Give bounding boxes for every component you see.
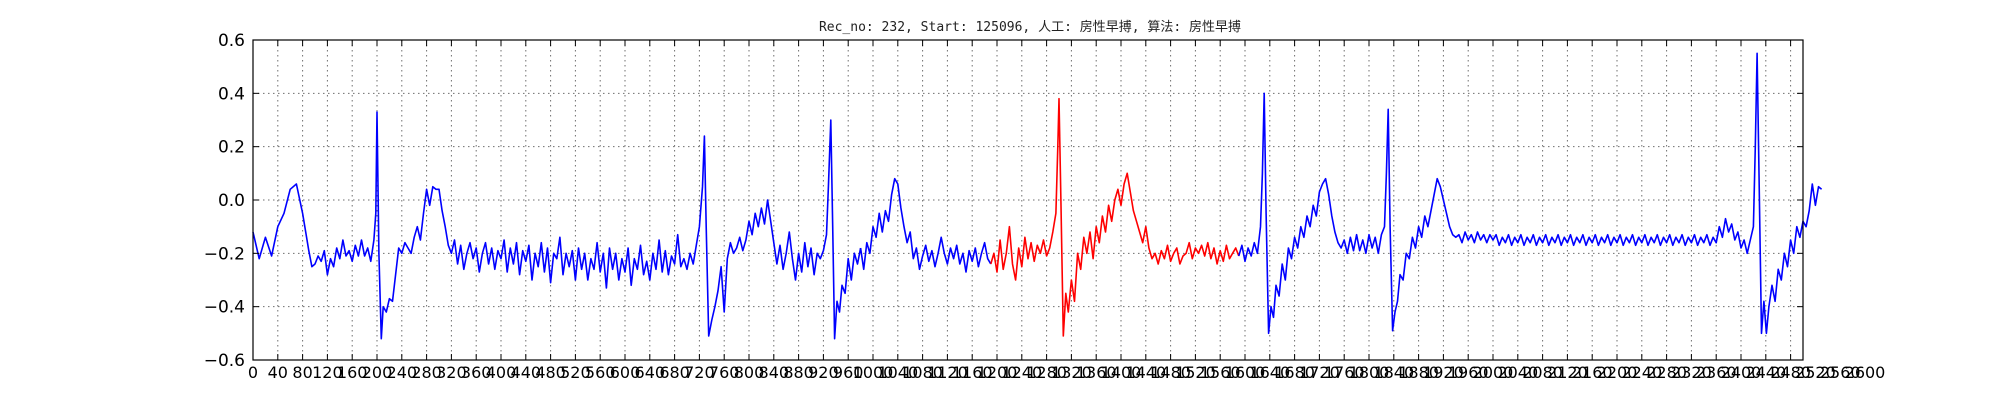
x-tick-label-30: 1200 <box>977 363 1018 382</box>
x-tick-label-46: 1840 <box>1373 363 1414 382</box>
x-tick-label-61: 2440 <box>1745 363 1786 382</box>
series-line-1 <box>859 177 992 273</box>
x-tick-label-36: 1440 <box>1125 363 1166 382</box>
x-tick-label-64: 2560 <box>1820 363 1861 382</box>
x-tick-label-29: 1160 <box>952 363 993 382</box>
x-tick-label-62: 2480 <box>1770 363 1811 382</box>
x-tick-label-0: 0 <box>248 363 258 382</box>
x-tick-label-12: 480 <box>535 363 566 382</box>
x-tick-label-31: 1240 <box>1001 363 1042 382</box>
x-tick-label-58: 2320 <box>1671 363 1712 382</box>
x-tick-label-42: 1680 <box>1274 363 1315 382</box>
y-tick-label-1: −0.4 <box>204 298 245 318</box>
y-axis-ticks: −0.6 −0.4 −0.2 0.0 0.2 0.4 0.6 <box>204 31 1803 371</box>
x-tick-label-65: 2600 <box>1845 363 1886 382</box>
x-tick-label-38: 1520 <box>1175 363 1216 382</box>
x-tick-label-20: 800 <box>734 363 765 382</box>
x-tick-label-60: 2400 <box>1721 363 1762 382</box>
x-tick-label-15: 600 <box>610 363 641 382</box>
x-tick-label-28: 1120 <box>927 363 968 382</box>
x-tick-label-33: 1320 <box>1051 363 1092 382</box>
x-tick-label-22: 880 <box>783 363 814 382</box>
series-line-2 <box>990 97 1240 337</box>
x-tick-label-2: 80 <box>292 363 312 382</box>
y-tick-label-4: 0.2 <box>218 138 245 158</box>
x-tick-label-37: 1480 <box>1150 363 1191 382</box>
x-tick-label-5: 200 <box>362 363 393 382</box>
x-tick-label-49: 1960 <box>1448 363 1489 382</box>
x-tick-label-13: 520 <box>560 363 591 382</box>
y-tick-label-0: −0.6 <box>204 351 245 371</box>
x-tick-label-6: 240 <box>387 363 418 382</box>
x-tick-label-48: 1920 <box>1423 363 1464 382</box>
x-tick-label-50: 2000 <box>1473 363 1514 382</box>
x-tick-label-45: 1800 <box>1349 363 1390 382</box>
x-tick-label-44: 1760 <box>1324 363 1365 382</box>
x-tick-label-21: 840 <box>759 363 790 382</box>
chart-title: Rec_no: 232, Start: 125096, 人工: 房性早搏, 算法… <box>819 19 1241 35</box>
x-tick-label-26: 1040 <box>877 363 918 382</box>
x-axis-ticks: 0 40 80 12016020024028032036040044048052056… <box>248 40 1885 382</box>
x-tick-label-55: 2200 <box>1597 363 1638 382</box>
x-tick-label-19: 760 <box>709 363 740 382</box>
x-tick-label-16: 640 <box>635 363 666 382</box>
x-tick-label-63: 2520 <box>1795 363 1836 382</box>
x-tick-label-3: 120 <box>312 363 343 382</box>
y-tick-label-3: 0.0 <box>218 191 245 211</box>
x-tick-label-35: 1400 <box>1101 363 1142 382</box>
x-tick-label-53: 2120 <box>1547 363 1588 382</box>
x-tick-label-9: 360 <box>461 363 492 382</box>
x-tick-label-51: 2040 <box>1497 363 1538 382</box>
x-tick-label-40: 1600 <box>1225 363 1266 382</box>
x-tick-label-10: 400 <box>486 363 517 382</box>
x-tick-label-54: 2160 <box>1572 363 1613 382</box>
x-tick-label-39: 1560 <box>1200 363 1241 382</box>
x-tick-label-52: 2080 <box>1522 363 1563 382</box>
series-layer <box>252 52 1823 340</box>
x-tick-label-34: 1360 <box>1076 363 1117 382</box>
series-line-3 <box>1238 52 1823 335</box>
x-tick-label-24: 960 <box>833 363 864 382</box>
x-tick-label-27: 1080 <box>902 363 943 382</box>
y-tick-label-6: 0.6 <box>218 31 245 51</box>
x-tick-label-59: 2360 <box>1696 363 1737 382</box>
x-tick-label-47: 1880 <box>1398 363 1439 382</box>
x-tick-label-17: 680 <box>659 363 690 382</box>
x-tick-label-7: 280 <box>411 363 442 382</box>
x-tick-label-4: 160 <box>337 363 368 382</box>
x-tick-label-8: 320 <box>436 363 467 382</box>
x-tick-label-57: 2280 <box>1646 363 1687 382</box>
x-tick-label-32: 1280 <box>1026 363 1067 382</box>
y-tick-label-5: 0.4 <box>218 84 245 104</box>
x-tick-label-41: 1640 <box>1249 363 1290 382</box>
x-tick-label-14: 560 <box>585 363 616 382</box>
grid <box>253 40 1803 360</box>
x-tick-label-43: 1720 <box>1299 363 1340 382</box>
x-tick-label-1: 40 <box>268 363 288 382</box>
x-tick-label-18: 720 <box>684 363 715 382</box>
x-tick-label-11: 440 <box>511 363 542 382</box>
x-tick-label-25: 1000 <box>853 363 894 382</box>
series-line-0 <box>252 111 862 340</box>
y-tick-label-2: −0.2 <box>204 244 245 264</box>
x-tick-label-23: 920 <box>808 363 839 382</box>
x-tick-label-56: 2240 <box>1621 363 1662 382</box>
